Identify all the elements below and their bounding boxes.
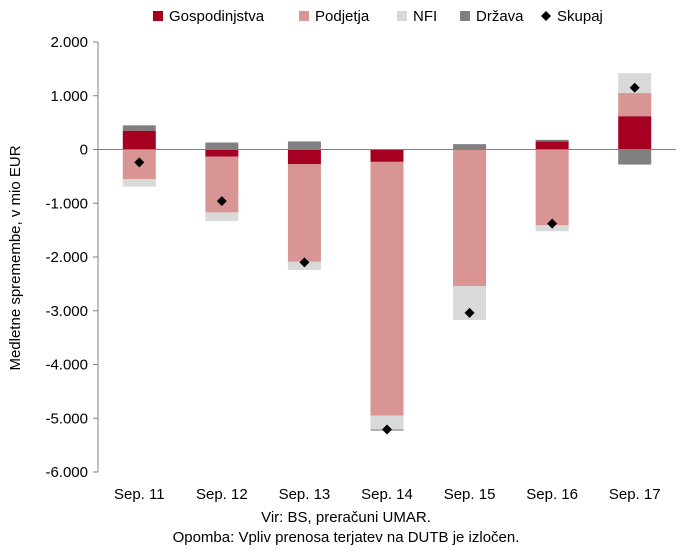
legend-item: Skupaj <box>541 8 603 25</box>
legend: Gospodinjstva Podjetja NFI Država Skupaj <box>153 8 603 25</box>
bar-segment <box>370 415 404 430</box>
y-tick-label: -6.000 <box>45 464 88 481</box>
y-axis: 2.000 1.000 0 -1.000 -2.000 -3.000 -4.000 -5.00… <box>45 34 99 481</box>
total-marker <box>629 82 640 93</box>
x-tick-label: Sep. 13 <box>279 486 331 503</box>
total-marker <box>134 157 145 168</box>
legend-swatch <box>460 11 470 21</box>
legend-item: Podjetja <box>299 8 370 25</box>
y-tick-label: -1.000 <box>45 195 88 212</box>
legend-swatch <box>299 11 309 21</box>
total-markers <box>134 82 640 435</box>
bar-segment <box>205 149 239 157</box>
y-tick-label: 1.000 <box>50 88 88 105</box>
bar-segment <box>535 141 569 150</box>
x-tick-label: Sep. 11 <box>114 486 165 503</box>
y-tick-label: 0 <box>80 142 88 159</box>
bar-segment <box>122 130 156 150</box>
total-marker <box>216 196 227 207</box>
bar-segment <box>122 125 156 131</box>
bar-segment <box>618 93 652 117</box>
total-marker <box>299 257 310 268</box>
bar-segment <box>535 149 569 226</box>
remark-note: Opomba: Vpliv prenosa terjatev na DUTB j… <box>172 529 520 546</box>
y-tick-label: 2.000 <box>50 34 88 51</box>
bar-segment <box>370 149 404 162</box>
legend-swatch <box>541 11 551 21</box>
y-axis-title: Medletne spremembe, v mio EUR <box>7 145 24 370</box>
legend-label: NFI <box>413 8 437 25</box>
legend-label: Država <box>476 8 524 25</box>
bar-segment <box>453 144 487 150</box>
legend-item: Gospodinjstva <box>153 8 265 25</box>
x-tick-label: Sep. 12 <box>196 486 248 503</box>
legend-label: Podjetja <box>315 8 370 25</box>
x-axis: Sep. 11 Sep. 12 Sep. 13 Sep. 14 Sep. 15 Sep. … <box>114 486 661 503</box>
bar-segment <box>287 164 321 262</box>
y-tick-label: -4.000 <box>45 357 88 374</box>
y-tick-label: -2.000 <box>45 249 88 266</box>
x-tick-label: Sep. 15 <box>444 486 496 503</box>
total-marker <box>382 424 392 435</box>
legend-swatch <box>397 11 407 21</box>
source-note: Vir: BS, preračuni UMAR. <box>261 509 431 526</box>
legend-item: Država <box>460 8 524 25</box>
x-tick-label: Sep. 14 <box>361 486 413 503</box>
bar-segment <box>535 139 569 142</box>
bar-segment <box>287 149 321 165</box>
bar-segment <box>370 161 404 416</box>
bar-segment <box>453 149 487 287</box>
legend-swatch <box>153 11 163 21</box>
bar-segment <box>122 179 156 187</box>
bar-segment <box>618 149 652 165</box>
y-tick-label: -5.000 <box>45 410 88 427</box>
legend-label: Gospodinjstva <box>169 8 265 25</box>
bar-segment <box>205 142 239 150</box>
total-marker <box>547 218 558 229</box>
bar-segment <box>205 212 239 221</box>
legend-label: Skupaj <box>557 8 603 25</box>
x-tick-label: Sep. 16 <box>526 486 578 503</box>
x-tick-label: Sep. 17 <box>609 486 661 503</box>
legend-item: NFI <box>397 8 437 25</box>
bar-segment <box>618 116 652 150</box>
bar-segment <box>287 141 321 150</box>
bars <box>122 73 652 431</box>
total-marker <box>464 307 475 318</box>
y-tick-label: -3.000 <box>45 303 88 320</box>
